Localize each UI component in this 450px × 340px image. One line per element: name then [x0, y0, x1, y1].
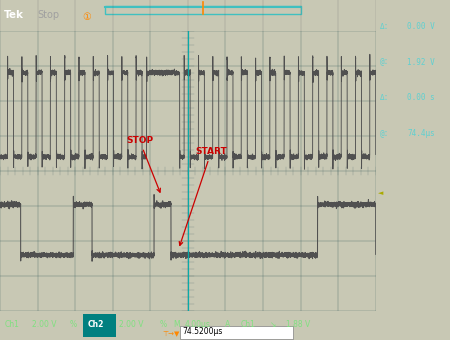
Text: 0.00 V: 0.00 V — [407, 22, 435, 31]
Text: 2.00 V: 2.00 V — [119, 320, 144, 329]
Text: Ch1: Ch1 — [4, 320, 19, 329]
Text: 4.00μs: 4.00μs — [184, 320, 211, 329]
Text: STOP: STOP — [126, 136, 160, 192]
Text: 1.92 V: 1.92 V — [407, 57, 435, 67]
Text: Ch1: Ch1 — [241, 320, 256, 329]
Text: 74.4μs: 74.4μs — [407, 129, 435, 138]
Text: %: % — [160, 320, 167, 329]
Text: 74.5200μs: 74.5200μs — [182, 327, 223, 336]
Text: Tek: Tek — [4, 10, 24, 20]
Text: ①: ① — [83, 12, 91, 22]
Text: %: % — [70, 320, 77, 329]
Bar — [105, 6, 301, 14]
Text: M: M — [173, 320, 180, 329]
Text: ⊤→▼: ⊤→▼ — [162, 330, 180, 336]
Bar — [83, 314, 116, 337]
Text: Ch2: Ch2 — [87, 320, 104, 329]
Text: ◄: ◄ — [378, 190, 383, 196]
Text: ↘: ↘ — [270, 320, 276, 329]
Text: Stop: Stop — [38, 10, 60, 20]
Text: START: START — [179, 147, 227, 245]
Text: @:: @: — [380, 129, 389, 138]
Text: A: A — [225, 320, 230, 329]
Text: @:: @: — [380, 57, 389, 67]
Text: 1.88 V: 1.88 V — [286, 320, 310, 329]
Text: 2.00 V: 2.00 V — [32, 320, 56, 329]
Text: Δ:: Δ: — [380, 22, 389, 31]
Text: Δ:: Δ: — [380, 93, 389, 102]
Bar — [180, 326, 292, 339]
Text: 0.00 s: 0.00 s — [407, 93, 435, 102]
